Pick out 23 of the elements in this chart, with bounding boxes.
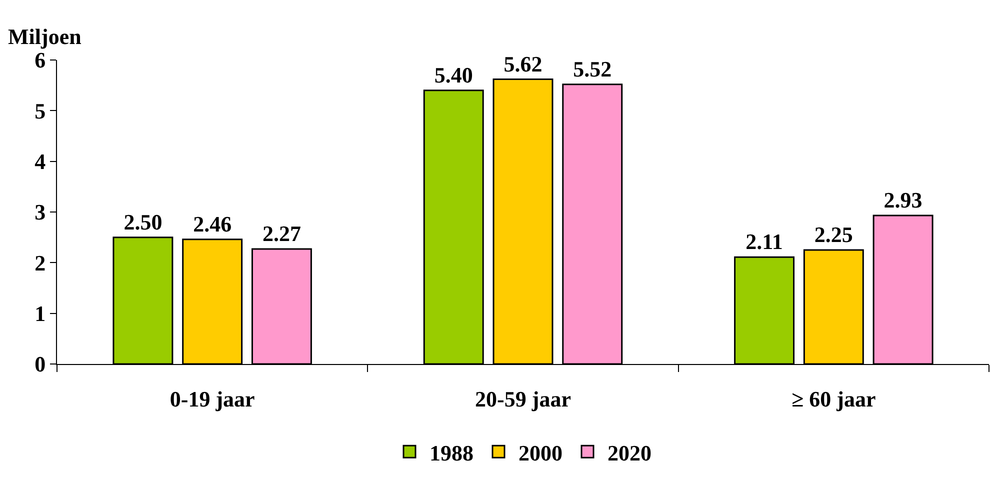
legend-label: 2020 — [608, 440, 652, 466]
data-label: 5.62 — [504, 51, 542, 76]
x-tick-label: 20-59 jaar — [475, 386, 572, 412]
y-tick-label: 2 — [34, 250, 46, 276]
x-tick-label: 0-19 jaar — [170, 386, 256, 412]
y-tick-label: 4 — [34, 149, 46, 174]
data-label: 2.50 — [124, 209, 162, 234]
y-tick-label: 3 — [34, 200, 46, 225]
y-tick-label: 0 — [34, 352, 46, 377]
legend-label: 2000 — [518, 440, 562, 466]
legend-label: 1988 — [430, 440, 474, 466]
data-label: 2.25 — [814, 222, 853, 247]
data-label: 2.46 — [193, 211, 232, 236]
y-tick-label: 5 — [34, 98, 46, 124]
y-axis-title: Miljoen — [8, 24, 82, 49]
data-label: 2.93 — [884, 188, 922, 213]
data-label: 2.11 — [746, 229, 783, 254]
y-tick-label: 6 — [34, 48, 46, 73]
y-tick-label: 1 — [34, 301, 46, 326]
data-label: 2.27 — [262, 220, 301, 246]
data-label: 5.52 — [573, 56, 612, 82]
data-label: 5.40 — [434, 62, 473, 88]
x-tick-label: ≥ 60 jaar — [792, 386, 876, 412]
